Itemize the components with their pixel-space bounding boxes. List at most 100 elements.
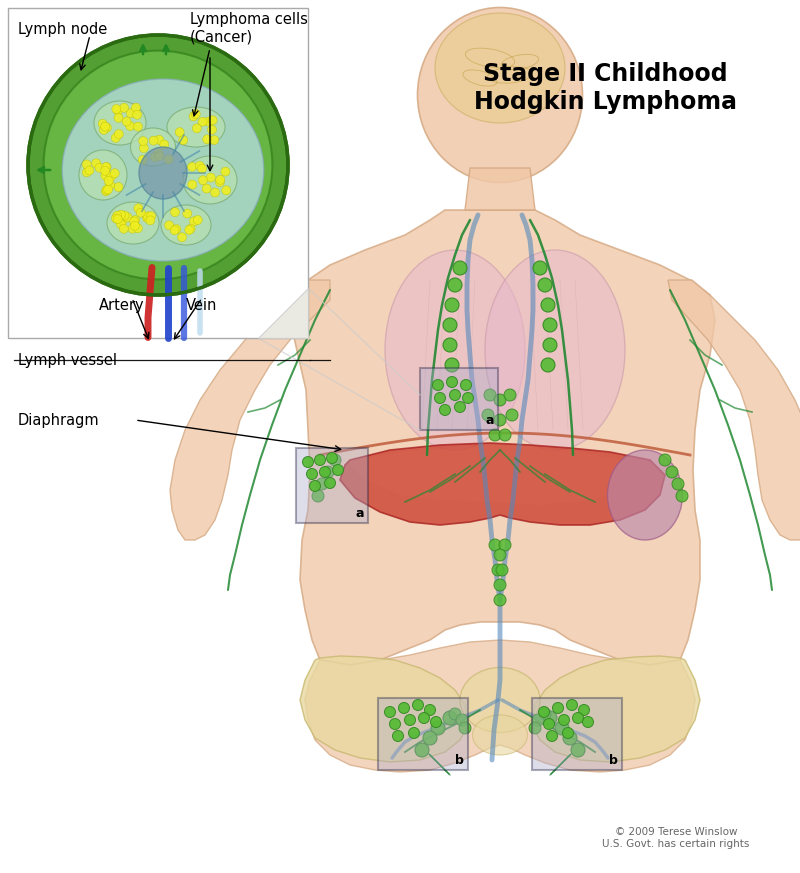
Circle shape (165, 221, 174, 230)
Circle shape (462, 393, 474, 403)
Circle shape (499, 429, 511, 441)
Circle shape (578, 705, 590, 716)
Circle shape (582, 717, 594, 727)
Circle shape (112, 105, 121, 113)
Circle shape (99, 126, 108, 134)
Circle shape (489, 539, 501, 551)
Circle shape (449, 708, 461, 720)
Circle shape (325, 478, 335, 489)
Circle shape (111, 134, 120, 142)
Circle shape (206, 173, 215, 182)
Circle shape (126, 109, 135, 118)
Circle shape (489, 429, 501, 441)
Circle shape (506, 409, 518, 421)
Circle shape (456, 714, 468, 726)
Circle shape (95, 163, 104, 172)
Circle shape (170, 208, 179, 217)
Text: b: b (455, 754, 464, 767)
Circle shape (192, 124, 202, 133)
Polygon shape (300, 656, 468, 762)
Circle shape (164, 155, 173, 164)
Circle shape (546, 731, 558, 741)
Circle shape (191, 109, 200, 119)
Circle shape (393, 731, 403, 741)
Circle shape (82, 168, 91, 177)
Circle shape (178, 233, 186, 242)
Circle shape (102, 162, 111, 172)
Circle shape (207, 125, 217, 134)
Circle shape (114, 215, 122, 223)
Circle shape (138, 155, 147, 164)
Circle shape (92, 159, 101, 168)
Circle shape (194, 216, 202, 224)
Circle shape (415, 743, 429, 757)
Circle shape (101, 171, 110, 180)
Circle shape (538, 278, 552, 292)
Circle shape (319, 466, 330, 478)
Circle shape (494, 549, 506, 561)
Circle shape (454, 402, 466, 413)
Circle shape (202, 134, 212, 144)
Circle shape (154, 148, 163, 158)
Circle shape (558, 714, 570, 725)
Circle shape (104, 176, 113, 185)
Circle shape (122, 117, 131, 126)
Circle shape (182, 209, 192, 218)
Circle shape (120, 211, 129, 220)
Text: a: a (486, 414, 494, 427)
Circle shape (187, 162, 197, 171)
Circle shape (130, 216, 140, 224)
Ellipse shape (607, 450, 682, 540)
Ellipse shape (139, 147, 187, 199)
Circle shape (326, 452, 338, 464)
Circle shape (154, 135, 164, 144)
Circle shape (543, 718, 554, 730)
Circle shape (666, 466, 678, 478)
Polygon shape (305, 640, 695, 772)
Circle shape (139, 143, 148, 153)
Ellipse shape (485, 250, 625, 450)
Circle shape (573, 712, 583, 724)
Circle shape (170, 226, 179, 235)
Circle shape (494, 394, 506, 406)
Circle shape (541, 358, 555, 372)
Circle shape (494, 579, 506, 591)
FancyBboxPatch shape (420, 368, 498, 430)
Circle shape (459, 722, 471, 734)
Ellipse shape (418, 8, 582, 182)
Circle shape (101, 167, 110, 175)
Circle shape (98, 120, 107, 128)
Text: Diaphragm: Diaphragm (18, 413, 100, 428)
Circle shape (222, 186, 230, 195)
Circle shape (676, 490, 688, 502)
Circle shape (439, 404, 450, 416)
Ellipse shape (460, 668, 540, 732)
FancyBboxPatch shape (378, 698, 468, 770)
Circle shape (566, 699, 578, 711)
Circle shape (186, 224, 195, 233)
Circle shape (434, 393, 446, 403)
Ellipse shape (79, 150, 127, 200)
Circle shape (82, 160, 91, 169)
Circle shape (102, 187, 110, 196)
Circle shape (102, 162, 110, 172)
Ellipse shape (107, 202, 159, 244)
Ellipse shape (183, 156, 237, 204)
Circle shape (390, 718, 401, 730)
Circle shape (215, 177, 224, 187)
Circle shape (134, 223, 142, 233)
Circle shape (316, 478, 328, 490)
Text: b: b (609, 754, 618, 767)
Circle shape (155, 152, 164, 161)
Circle shape (28, 35, 288, 295)
Circle shape (450, 389, 461, 401)
Circle shape (571, 743, 585, 757)
Text: Artery: Artery (99, 298, 145, 313)
Ellipse shape (473, 715, 527, 755)
FancyBboxPatch shape (8, 8, 308, 338)
Circle shape (221, 167, 230, 176)
Circle shape (134, 203, 143, 213)
Circle shape (85, 166, 94, 175)
Circle shape (114, 182, 123, 191)
Circle shape (143, 212, 152, 221)
